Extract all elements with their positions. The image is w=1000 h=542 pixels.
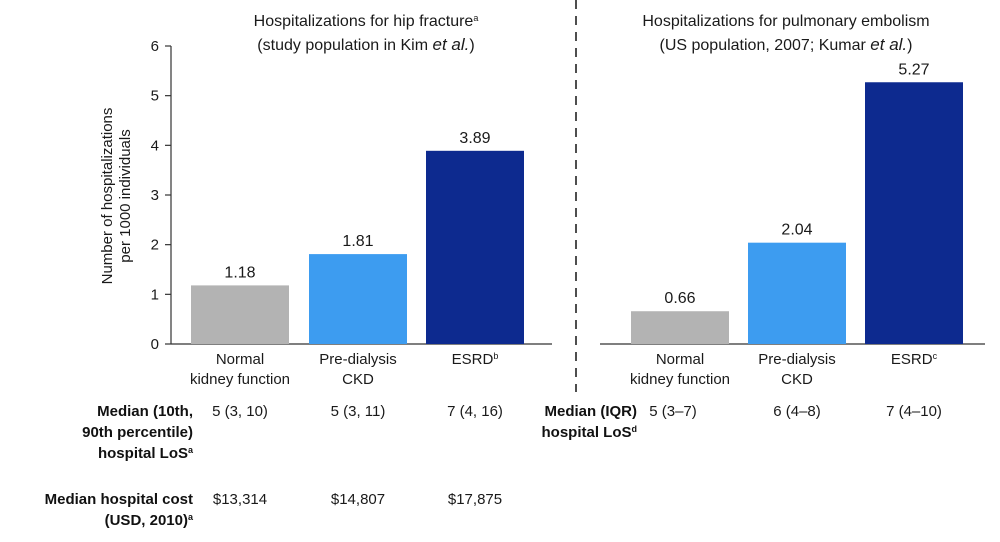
hip-title-line-1: Hospitalizations for hip fracturea — [254, 13, 479, 30]
los-label-left: Median (10th, — [97, 403, 193, 420]
y-tick-label: 4 — [151, 137, 159, 154]
pe-title-line-1: Hospitalizations for pulmonary embolism — [642, 13, 929, 30]
los-value-right-1: 5 (3–7) — [649, 403, 697, 420]
hip-category-label-3: ESRDb — [452, 351, 499, 368]
hip-bar-3 — [426, 150, 524, 344]
hip-category-label-2: Pre-dialysis — [319, 351, 397, 368]
pe-bar-1 — [631, 311, 729, 344]
los-value-right-3: 7 (4–10) — [886, 403, 942, 420]
cost-label: (USD, 2010)a — [105, 512, 194, 529]
hip-category-label-1: Normal — [216, 351, 264, 368]
los-value-left-2: 5 (3, 11) — [331, 403, 386, 420]
y-tick-label: 2 — [151, 237, 159, 254]
pe-value-label-1: 0.66 — [664, 290, 695, 307]
pe-category-label-3: ESRDc — [891, 351, 938, 368]
pe-value-label-3: 5.27 — [898, 61, 929, 78]
pe-category-label-1: kidney function — [630, 371, 730, 388]
cost-value-1: $13,314 — [213, 491, 267, 508]
pe-bar-2 — [748, 242, 846, 344]
los-label-right: hospital LoSd — [542, 424, 638, 441]
y-tick-label: 6 — [151, 38, 159, 55]
hip-title-line-2: (study population in Kim et al.) — [257, 35, 474, 54]
pe-category-label-2: Pre-dialysis — [758, 351, 836, 368]
pe-category-label-2: CKD — [781, 371, 813, 388]
los-label-right: Median (IQR) — [545, 403, 638, 420]
pe-title-line-2: (US population, 2007; Kumar et al.) — [660, 35, 913, 54]
cost-label: Median hospital cost — [45, 491, 193, 508]
cost-value-3: $17,875 — [448, 491, 502, 508]
los-value-right-2: 6 (4–8) — [773, 403, 821, 420]
cost-value-2: $14,807 — [331, 491, 385, 508]
hip-bar-1 — [191, 285, 289, 344]
y-tick-label: 3 — [151, 187, 159, 204]
y-tick-label: 1 — [151, 286, 159, 303]
y-tick-label: 0 — [151, 336, 159, 353]
pe-value-label-2: 2.04 — [781, 222, 812, 239]
los-value-left-3: 7 (4, 16) — [447, 403, 503, 420]
hip-category-label-1: kidney function — [190, 371, 290, 388]
los-label-left: hospital LoSa — [98, 445, 194, 462]
hip-value-label-1: 1.18 — [224, 264, 255, 281]
hip-value-label-2: 1.81 — [342, 233, 373, 250]
hip-value-label-3: 3.89 — [459, 130, 490, 147]
hip-bar-2 — [309, 254, 407, 344]
los-value-left-1: 5 (3, 10) — [212, 403, 268, 420]
los-label-left: 90th percentile) — [82, 424, 193, 441]
y-tick-label: 5 — [151, 88, 159, 105]
hip-category-label-2: CKD — [342, 371, 374, 388]
y-axis-label: Number of hospitalizationsper 1000 indiv… — [99, 108, 134, 285]
pe-category-label-1: Normal — [656, 351, 704, 368]
pe-bar-3 — [865, 82, 963, 345]
